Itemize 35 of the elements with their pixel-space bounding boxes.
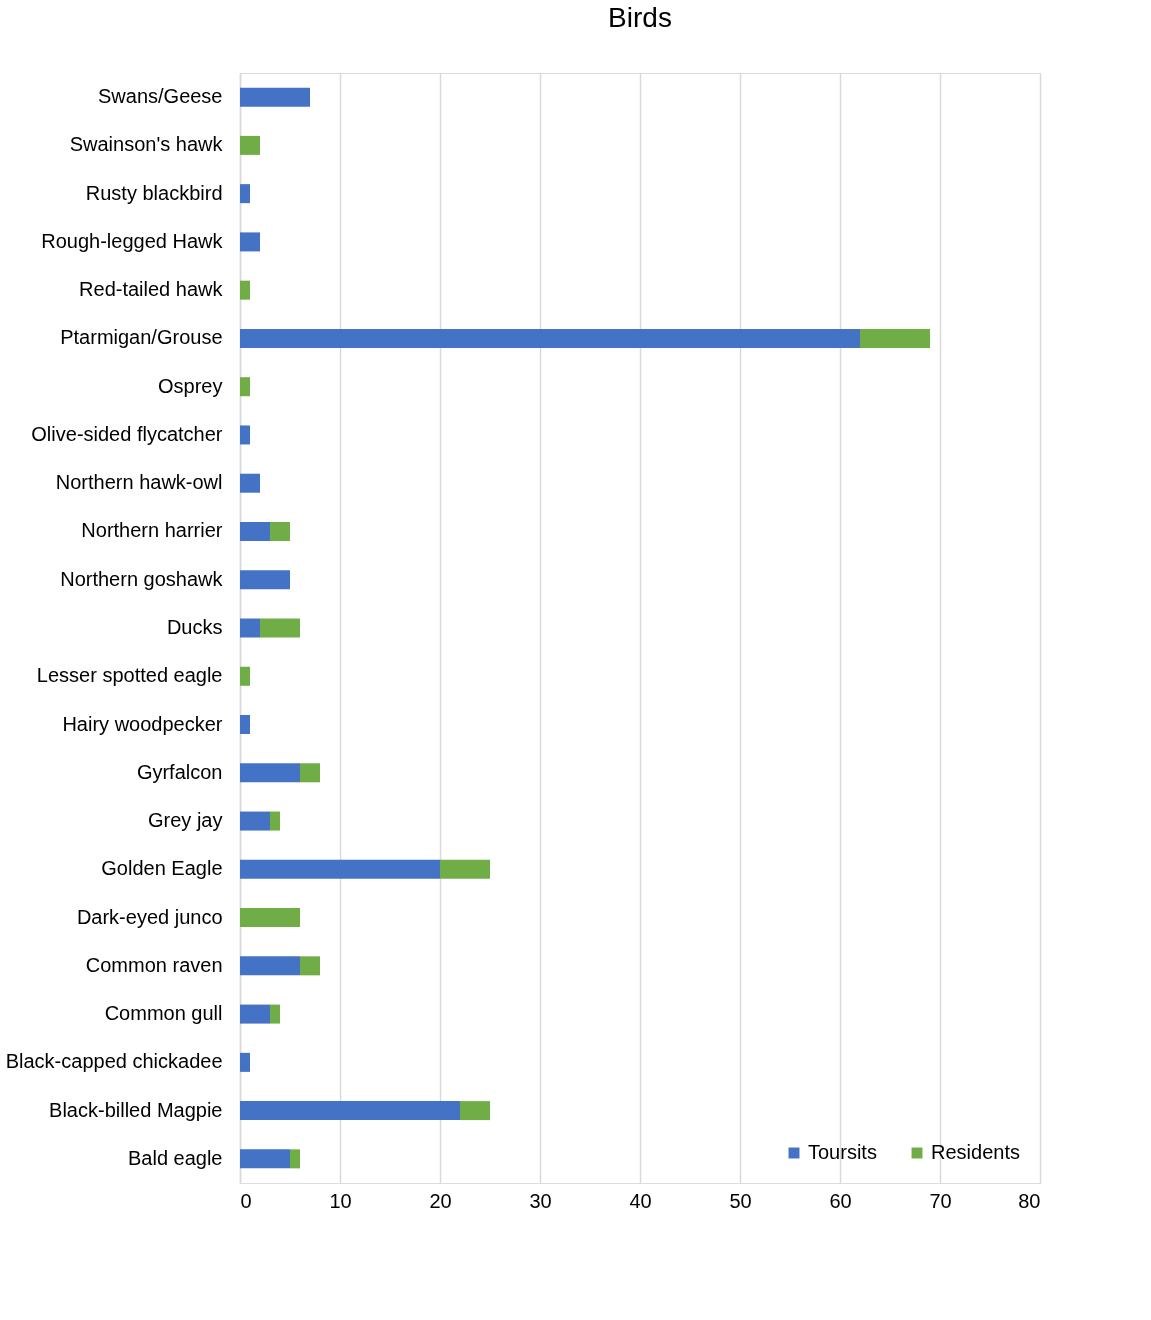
y-tick-label: Black-billed Magpie [49, 1098, 223, 1121]
y-tick-label: Lesser spotted eagle [36, 664, 223, 687]
y-tick-label: Black-capped chickadee [5, 1050, 223, 1073]
x-tick-label: 0 [240, 1189, 252, 1212]
x-tick-label: 80 [1018, 1189, 1041, 1212]
x-tick-label: 40 [629, 1189, 652, 1212]
y-tick-label: Rough-legged Hawk [41, 229, 224, 252]
y-tick-label: Red-tailed hawk [79, 278, 224, 301]
y-tick-label: Olive-sided flycatcher [31, 422, 223, 445]
x-tick-label: 30 [529, 1189, 552, 1212]
y-tick-label: Rusty blackbird [85, 181, 223, 204]
y-tick-label: Grey jay [148, 809, 223, 832]
x-tick-label: 20 [429, 1189, 452, 1212]
legend-label: Toursits [808, 1141, 877, 1163]
x-tick-label: 70 [929, 1189, 952, 1212]
y-tick-label: Northern hawk-owl [55, 471, 223, 494]
y-tick-label: Swans/Geese [97, 85, 223, 108]
y-tick-label: Common gull [104, 1002, 223, 1025]
y-tick-label: Common raven [85, 953, 223, 976]
y-tick-label: Northern harrier [81, 519, 223, 542]
y-tick-label: Bald eagle [127, 1146, 223, 1169]
y-tick-label: Hairy woodpecker [62, 712, 223, 735]
y-tick-label: Golden Eagle [101, 857, 223, 880]
x-tick-label: 60 [829, 1189, 852, 1212]
legend-label: Residents [931, 1141, 1020, 1163]
y-tick-label: Ptarmigan/Grouse [60, 326, 223, 349]
x-tick-label: 10 [329, 1189, 352, 1212]
y-tick-label: Swainson's hawk [69, 133, 224, 156]
chart-title: Birds [608, 2, 672, 33]
y-tick-label: Dark-eyed junco [76, 905, 223, 928]
y-tick-label: Gyrfalcon [136, 760, 223, 783]
y-tick-label: Osprey [158, 374, 223, 397]
y-tick-label: Northern goshawk [60, 567, 224, 590]
x-tick-label: 50 [729, 1189, 752, 1212]
y-tick-label: Ducks [166, 616, 223, 638]
